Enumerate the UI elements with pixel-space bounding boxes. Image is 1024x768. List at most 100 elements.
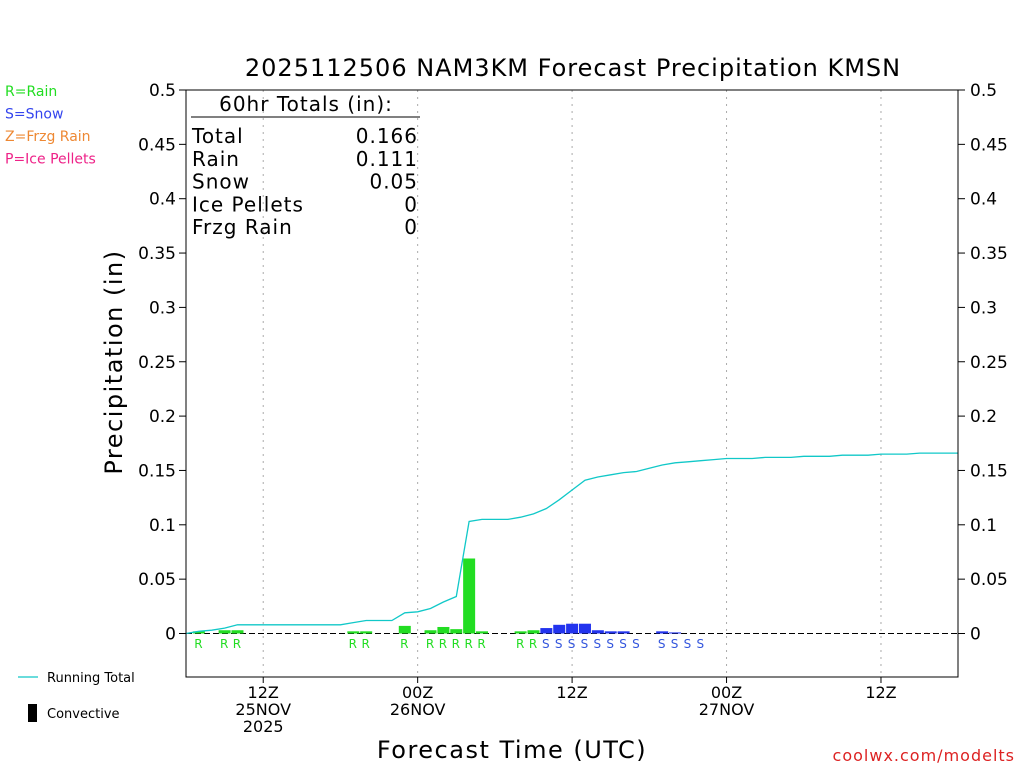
totals-rows: Total 0.166 Rain 0.111 Snow 0.05 Ice Pellets 0 F…	[191, 124, 418, 239]
precip-type-mark: R	[233, 637, 242, 651]
x-tick-label: 12Z	[248, 683, 279, 702]
y-tick-label-right: 0.5	[970, 81, 997, 101]
precip-type-legend-item: P=Ice Pellets	[5, 152, 96, 168]
precip-type-mark: S	[632, 637, 641, 651]
precip-bar	[476, 631, 489, 634]
y-axis-ticks: 0 00.05 0.050.1 0.10.15 0.150.2 0.20.25 0.250.…	[138, 81, 1008, 645]
y-tick-label-left: 0.15	[138, 461, 176, 481]
precip-bar	[192, 631, 205, 634]
totals-row-value: 0	[404, 215, 418, 239]
precip-type-mark: R	[362, 637, 371, 651]
x-axis-label: Forecast Time (UTC)	[377, 736, 647, 764]
x-tick-label: 12Z	[556, 683, 587, 702]
precip-type-mark: R	[220, 637, 229, 651]
precip-type-mark: R	[452, 637, 461, 651]
y-tick-label-left: 0.2	[149, 407, 176, 427]
precip-type-mark: S	[594, 637, 603, 651]
y-tick-label-right: 0.35	[970, 244, 1008, 264]
convective-legend-label: Convective	[47, 707, 120, 722]
totals-box: 60hr Totals (in): Total 0.166 Rain 0.111 Sno…	[191, 92, 420, 239]
precip-bar	[463, 558, 476, 634]
precip-type-mark: R	[477, 637, 486, 651]
precip-type-legend: R=Rain S=Snow Z=Frzg Rain P=Ice Pellets	[5, 84, 96, 168]
y-tick-label-right: 0	[970, 625, 981, 645]
precip-bar	[604, 631, 617, 634]
precip-bar	[218, 630, 231, 634]
y-tick-label-right: 0.45	[970, 135, 1008, 155]
precip-bar	[566, 623, 579, 634]
precip-type-mark: R	[400, 637, 409, 651]
precip-type-mark: R	[194, 637, 203, 651]
running-total-legend-label: Running Total	[47, 671, 135, 686]
x-tick-label: 00Z	[711, 683, 742, 702]
totals-row-label: Ice Pellets	[192, 192, 304, 216]
precip-bar	[450, 629, 463, 634]
precip-type-legend-item: Z=Frzg Rain	[5, 129, 91, 145]
precip-bars	[192, 558, 682, 634]
y-tick-label-right: 0.25	[970, 353, 1008, 373]
y-tick-label-right: 0.4	[970, 190, 997, 210]
precip-bar	[398, 625, 411, 634]
totals-row-label: Frzg Rain	[192, 215, 293, 239]
precip-type-mark: R	[439, 637, 448, 651]
convective-swatch	[28, 704, 37, 722]
totals-row-value: 0.166	[356, 124, 418, 148]
x-tick-label: 27NOV	[699, 700, 755, 719]
precip-type-mark: R	[529, 637, 538, 651]
y-tick-label-left: 0.45	[138, 135, 176, 155]
precip-bar	[231, 630, 244, 634]
precip-type-mark: S	[581, 637, 590, 651]
y-tick-label-right: 0.2	[970, 407, 997, 427]
precip-type-mark: S	[684, 637, 693, 651]
precip-type-mark: R	[464, 637, 473, 651]
x-tick-label: 12Z	[865, 683, 896, 702]
y-tick-label-left: 0.3	[149, 298, 176, 318]
precip-type-mark: R	[349, 637, 358, 651]
totals-row-label: Rain	[192, 147, 240, 171]
precip-type-mark: S	[542, 637, 551, 651]
y-tick-label-right: 0.05	[970, 570, 1008, 590]
y-tick-label-right: 0.3	[970, 298, 997, 318]
precip-bar	[578, 623, 591, 634]
precip-bar	[347, 631, 360, 634]
y-tick-label-left: 0.4	[149, 190, 176, 210]
precip-bar	[656, 631, 669, 634]
precip-bar	[514, 631, 527, 634]
precip-type-mark: S	[606, 637, 615, 651]
x-tick-label: 00Z	[402, 683, 433, 702]
y-axis-label: Precipitation (in)	[100, 249, 128, 474]
precip-bar	[527, 630, 540, 634]
precip-type-mark: S	[568, 637, 577, 651]
running-total-line	[185, 452, 959, 635]
precip-type-mark: S	[619, 637, 628, 651]
totals-row-value: 0.111	[356, 147, 418, 171]
y-tick-label-left: 0.25	[138, 353, 176, 373]
precip-bar	[617, 631, 630, 634]
x-tick-label: 26NOV	[390, 700, 446, 719]
precip-bar	[540, 628, 553, 634]
y-tick-label-left: 0	[165, 625, 176, 645]
precip-type-legend-item: S=Snow	[5, 107, 63, 123]
running-total-legend: Running Total	[18, 671, 135, 686]
y-tick-label-right: 0.1	[970, 516, 997, 536]
precip-bar	[360, 631, 373, 634]
y-tick-label-left: 0.1	[149, 516, 176, 536]
y-tick-label-left: 0.35	[138, 244, 176, 264]
totals-row-value: 0	[404, 192, 418, 216]
totals-row-label: Total	[191, 124, 244, 148]
precip-bar	[553, 624, 566, 634]
x-tick-label: 25NOV	[235, 700, 291, 719]
x-tick-label: 2025	[243, 717, 284, 736]
totals-header: 60hr Totals (in):	[219, 92, 393, 116]
vertical-gridlines	[262, 90, 882, 677]
precip-type-legend-item: R=Rain	[5, 84, 57, 100]
y-tick-label-right: 0.15	[970, 461, 1008, 481]
precip-bar	[437, 626, 450, 634]
precip-bar	[591, 630, 604, 634]
precip-type-mark: S	[555, 637, 564, 651]
y-tick-label-left: 0.5	[149, 81, 176, 101]
precip-type-mark: R	[516, 637, 525, 651]
convective-legend: Convective	[28, 704, 120, 722]
